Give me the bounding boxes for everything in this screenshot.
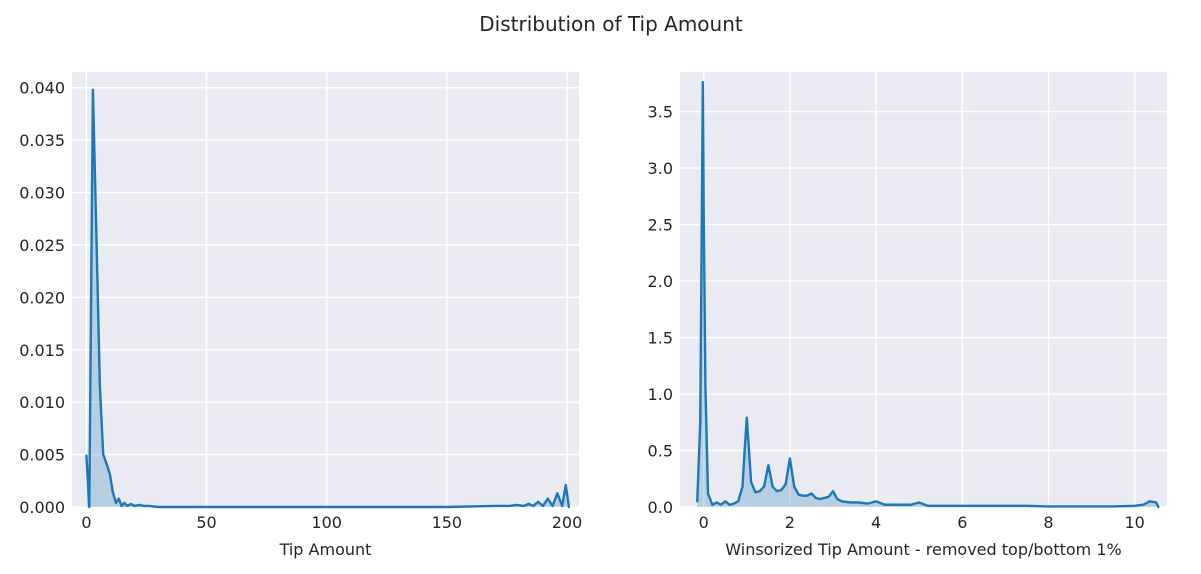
x-tick-label: 6: [957, 513, 967, 532]
right-chart: 0 2 4 6 8 10 0.0 0.5 1.0 1.5 2.0 2.5 3.0 3.5 Winsorize…: [648, 72, 1167, 559]
x-tick-label: 2: [785, 513, 795, 532]
x-tick-label: 50: [196, 513, 216, 532]
y-tick-label: 2.5: [648, 216, 673, 235]
x-axis-label: Winsorized Tip Amount - removed top/bott…: [725, 540, 1121, 559]
left-chart: 0 50 100 150 200 0.000 0.005 0.010 0.015 0.020 0.0…: [19, 72, 582, 559]
plot-area: [680, 72, 1167, 507]
x-tick-label: 0: [699, 513, 709, 532]
y-tick-label: 0.020: [19, 288, 65, 307]
x-tick-label: 8: [1043, 513, 1053, 532]
y-tick-label: 0.000: [19, 498, 65, 517]
y-tick-label: 0.0: [648, 498, 673, 517]
x-tick-label: 200: [552, 513, 583, 532]
figure-title: Distribution of Tip Amount: [479, 12, 743, 36]
y-tick-label: 0.030: [19, 184, 65, 203]
y-tick-label: 1.0: [648, 385, 673, 404]
x-tick-label: 0: [81, 513, 91, 532]
y-tick-label: 0.015: [19, 341, 65, 360]
x-axis-label: Tip Amount: [279, 540, 372, 559]
y-tick-label: 1.5: [648, 329, 673, 348]
x-tick-label: 100: [311, 513, 342, 532]
y-tick-label: 0.035: [19, 131, 65, 150]
plot-area: [72, 72, 579, 507]
y-tick-label: 0.5: [648, 442, 673, 461]
x-tick-label: 4: [871, 513, 881, 532]
y-tick-label: 0.040: [19, 79, 65, 98]
y-tick-label: 2.0: [648, 272, 673, 291]
y-tick-label: 3.0: [648, 159, 673, 178]
y-tick-label: 0.010: [19, 393, 65, 412]
x-tick-label: 150: [432, 513, 463, 532]
y-tick-label: 0.005: [19, 446, 65, 465]
kde-line: [85, 88, 571, 509]
kde-line: [696, 80, 1160, 509]
x-tick-label: 10: [1124, 513, 1144, 532]
y-tick-label: 3.5: [648, 103, 673, 122]
y-tick-label: 0.025: [19, 236, 65, 255]
